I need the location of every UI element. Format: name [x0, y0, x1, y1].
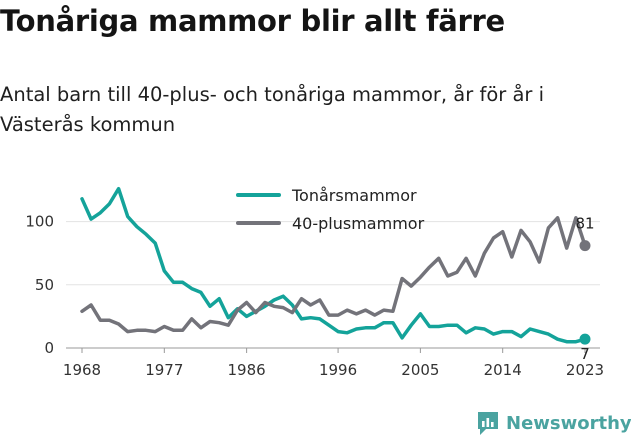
newsworthy-logo[interactable]: Newsworthy — [476, 408, 631, 438]
x-tick-label: 2023 — [566, 361, 604, 379]
line-chart: 0 50 100 1968 1977 1986 1996 2005 2014 2023 7 81 T… — [25, 186, 604, 379]
teen-mothers-end-point — [579, 333, 591, 345]
x-tick-label: 1977 — [145, 361, 183, 379]
x-tick-label: 1996 — [319, 361, 357, 379]
x-tick-label: 2014 — [484, 361, 522, 379]
plus40-mothers-end-point — [579, 240, 591, 252]
brand-name: Newsworthy — [506, 412, 631, 434]
legend-label-plus40: 40-plusmammor — [292, 214, 425, 233]
legend-label-teen: Tonårsmammor — [291, 186, 417, 205]
y-tick-label: 50 — [35, 276, 54, 294]
teen-mothers-line — [80, 186, 587, 344]
x-tick-label: 1986 — [228, 361, 266, 379]
axis-labels: 0 50 100 1968 1977 1986 1996 2005 2014 2023 — [25, 213, 604, 379]
gridlines — [66, 221, 600, 349]
x-tick-label: 1968 — [63, 361, 101, 379]
chart-title: Tonåriga mammor blir allt färre — [0, 4, 505, 38]
series-lines: 7 81 — [80, 186, 595, 363]
chart-subtitle: Antal barn till 40-plus- och tonåriga ma… — [0, 83, 545, 136]
plus40-mothers-line — [80, 216, 587, 334]
teen-mothers-end-label: 7 — [580, 345, 590, 363]
legend: Tonårsmammor 40-plusmammor — [236, 186, 425, 233]
y-tick-label: 100 — [25, 213, 54, 231]
y-tick-label: 0 — [44, 339, 54, 357]
newsworthy-logo-icon — [478, 412, 498, 435]
x-tick-label: 2005 — [401, 361, 439, 379]
plus40-mothers-end-label: 81 — [575, 215, 594, 233]
